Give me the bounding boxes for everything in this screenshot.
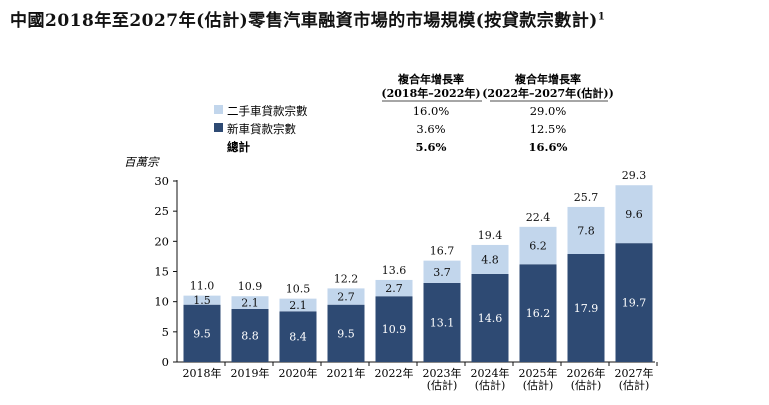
x-tick-label-9-0: 2027年	[615, 366, 654, 380]
cagr-col1-header-line2: (2018年–2022年)	[381, 86, 480, 100]
y-tick-label-4: 20	[154, 234, 169, 248]
x-tick-label-0-0: 2018年	[183, 366, 222, 380]
data-label-total-9: 29.3	[622, 169, 647, 182]
bar-used-car-2	[279, 298, 317, 312]
x-tick-label-7-0: 2025年	[519, 366, 558, 380]
data-label-new-car-0: 9.5	[193, 327, 211, 340]
legend-label-0: 二手車貸款宗數	[227, 104, 308, 118]
bar-used-car-8	[567, 206, 605, 255]
legend-label-2: 總計	[227, 140, 250, 154]
y-tick-label-6: 30	[154, 174, 169, 188]
x-tick-label-4-0: 2022年	[375, 366, 414, 380]
cagr-col1-value-1: 3.6%	[416, 122, 445, 136]
data-label-new-car-2: 8.4	[289, 331, 307, 344]
chart-title-text: 中國2018年至2027年(估計)零售汽車融資市場的市場規模(按貸款宗數計)	[10, 11, 598, 31]
bar-used-car-0	[183, 295, 221, 305]
x-tick-label-6-0: 2024年	[471, 366, 510, 380]
bar-new-car-5	[423, 282, 461, 362]
cagr-col2-value-2: 16.6%	[529, 140, 568, 154]
bar-used-car-7	[519, 226, 557, 265]
data-label-new-car-1: 8.8	[241, 329, 259, 342]
data-label-used-car-9: 9.6	[625, 208, 643, 221]
bar-used-car-9	[615, 185, 653, 244]
data-label-new-car-7: 16.2	[526, 307, 551, 320]
data-label-used-car-8: 7.8	[577, 224, 595, 237]
bar-used-car-3	[327, 288, 365, 305]
y-tick-label-1: 5	[162, 325, 169, 339]
bar-new-car-9	[615, 243, 653, 362]
legend-swatch-0	[214, 105, 223, 114]
bar-new-car-8	[567, 254, 605, 362]
x-tick-label-5-0: 2023年	[423, 366, 462, 380]
data-label-new-car-5: 13.1	[430, 316, 455, 329]
data-label-new-car-3: 9.5	[337, 327, 355, 340]
data-label-total-8: 25.7	[574, 191, 599, 204]
bar-new-car-3	[327, 304, 365, 362]
bar-new-car-4	[375, 296, 413, 362]
bar-used-car-5	[423, 260, 461, 283]
data-label-used-car-5: 3.7	[433, 266, 451, 279]
data-label-new-car-8: 17.9	[574, 302, 599, 315]
data-label-used-car-0: 1.5	[193, 294, 211, 307]
legend-label-1: 新車貸款宗數	[227, 122, 296, 136]
bar-new-car-6	[471, 273, 509, 362]
bar-new-car-2	[279, 311, 317, 362]
x-tick-label-1-0: 2019年	[231, 366, 270, 380]
data-label-new-car-4: 10.9	[382, 323, 407, 336]
data-label-total-7: 22.4	[526, 211, 551, 224]
data-label-new-car-6: 14.6	[478, 312, 503, 325]
bar-used-car-1	[231, 296, 269, 309]
data-label-total-0: 11.0	[190, 280, 215, 293]
cagr-col1-value-0: 16.0%	[413, 104, 450, 118]
y-tick-label-0: 0	[162, 355, 169, 369]
data-label-used-car-7: 6.2	[529, 240, 547, 253]
x-tick-label-2-0: 2020年	[279, 366, 318, 380]
x-tick-label-5-1: (估計)	[427, 378, 458, 392]
bar-used-car-6	[471, 244, 509, 274]
x-tick-label-8-1: (估計)	[571, 378, 602, 392]
data-label-used-car-2: 2.1	[289, 299, 307, 312]
data-label-used-car-6: 4.8	[481, 253, 499, 266]
bar-used-car-4	[375, 279, 413, 297]
data-label-total-1: 10.9	[238, 280, 263, 293]
x-tick-label-9-1: (估計)	[619, 378, 650, 392]
data-label-used-car-1: 2.1	[241, 297, 259, 310]
data-label-total-3: 12.2	[334, 272, 359, 285]
bar-new-car-7	[519, 264, 557, 362]
data-label-new-car-9: 19.7	[622, 297, 647, 310]
bar-new-car-1	[231, 308, 269, 362]
y-tick-label-2: 10	[154, 295, 169, 309]
chart-title: 中國2018年至2027年(估計)零售汽車融資市場的市場規模(按貸款宗數計)1	[10, 6, 605, 31]
bar-new-car-0	[183, 304, 221, 362]
cagr-col2-value-0: 29.0%	[530, 104, 567, 118]
x-tick-label-6-1: (估計)	[475, 378, 506, 392]
data-label-total-6: 19.4	[478, 229, 503, 242]
cagr-col1-value-2: 5.6%	[416, 140, 447, 154]
x-tick-label-8-0: 2026年	[567, 366, 606, 380]
title-footnote: 1	[597, 11, 606, 23]
y-axis-label: 百萬宗	[124, 155, 160, 169]
data-label-used-car-3: 2.7	[337, 291, 355, 304]
y-tick-label-5: 25	[154, 204, 169, 218]
cagr-col2-value-1: 12.5%	[530, 122, 567, 136]
cagr-col2-header-line2: (2022年–2027年(估計))	[482, 86, 614, 100]
data-label-total-5: 16.7	[430, 245, 455, 258]
data-label-used-car-4: 2.7	[385, 282, 403, 295]
cagr-col2-header-line1: 複合年增長率	[514, 72, 581, 86]
x-tick-label-3-0: 2021年	[327, 366, 366, 380]
cagr-col1-header-line1: 複合年增長率	[397, 72, 464, 86]
legend-swatch-1	[214, 123, 223, 132]
y-tick-label-3: 15	[154, 265, 169, 279]
data-label-total-4: 13.6	[382, 264, 407, 277]
data-label-total-2: 10.5	[286, 283, 311, 296]
x-tick-label-7-1: (估計)	[523, 378, 554, 392]
